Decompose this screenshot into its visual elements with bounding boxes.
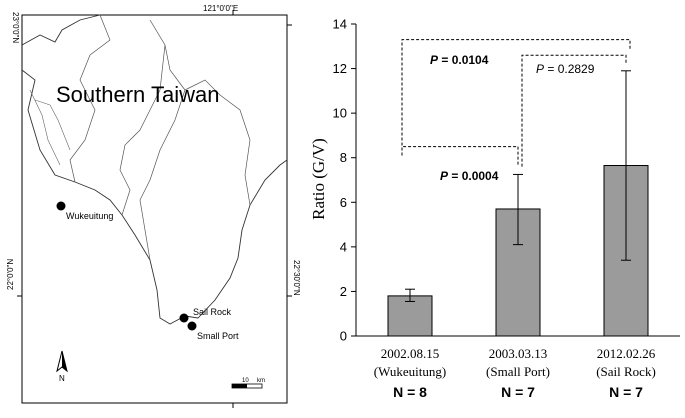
x-category-label: 2002.08.15 <box>381 346 440 361</box>
sample-size-label: N = 7 <box>609 384 643 400</box>
lat-label-bottom: 22°0'0"N <box>6 259 15 290</box>
significance-bracket <box>521 54 627 167</box>
county-boundary <box>69 14 251 261</box>
lat-label-top: 23°0'0"N <box>11 12 20 43</box>
x-category-sublabel: (Small Port) <box>486 364 550 379</box>
site-label-wukeuitung: Wukeuitung <box>66 211 113 221</box>
lat-label-mid: 22°30'0"N <box>292 260 300 296</box>
y-tick-label: 2 <box>340 284 347 299</box>
x-category-label: 2012.02.26 <box>597 346 656 361</box>
site-marker-wukeuitung <box>56 201 66 211</box>
x-category-label: 2003.03.13 <box>489 346 548 361</box>
y-tick-label: 6 <box>340 195 347 210</box>
y-tick-label: 14 <box>333 17 347 32</box>
map-panel: Southern Taiwan 121°0'0"E 23°0'0"N 22°0'… <box>0 0 301 413</box>
y-axis-title: Ratio (G/V) <box>309 138 328 220</box>
x-category-sublabel: (Wukeuitung) <box>374 364 446 379</box>
site-marker-small-port <box>187 321 197 331</box>
scale-unit: km <box>257 378 265 384</box>
lon-label: 121°0'0"E <box>203 4 238 13</box>
map-svg: Southern Taiwan 121°0'0"E 23°0'0"N 22°0'… <box>6 4 301 408</box>
map-frame <box>21 14 288 404</box>
chart-panel: Ratio (G/V) 0 2 4 6 8 10 12 14 2002.08.15 (Wukeui… <box>300 0 685 413</box>
coastline <box>21 14 288 325</box>
p-value-label: P = 0.0004 <box>440 169 499 183</box>
significance-bracket <box>401 39 631 156</box>
p-value-label: P = 0.2829 <box>536 62 595 76</box>
river <box>29 89 71 166</box>
y-tick-label: 4 <box>340 239 347 254</box>
sample-size-label: N = 7 <box>501 384 535 400</box>
y-tick-label: 10 <box>333 106 347 121</box>
p-value-label: P = 0.0104 <box>430 53 489 67</box>
bar-chart: Ratio (G/V) 0 2 4 6 8 10 12 14 2002.08.15 (Wukeui… <box>309 17 680 400</box>
site-label-sail-rock: Sail Rock <box>193 307 232 317</box>
y-tick-label: 8 <box>340 150 347 165</box>
x-category-sublabel: (Sail Rock) <box>596 364 656 379</box>
scale-label: 10 <box>242 378 249 384</box>
site-label-small-port: Small Port <box>197 331 239 341</box>
north-label: N <box>59 374 65 383</box>
significance-bracket <box>401 146 519 167</box>
scale-bar <box>231 383 263 389</box>
site-marker-sail-rock <box>179 313 189 323</box>
sample-size-label: N = 8 <box>393 384 427 400</box>
map-title: Southern Taiwan <box>56 82 220 107</box>
north-arrow-icon <box>56 350 68 373</box>
y-tick-label: 12 <box>333 61 347 76</box>
y-tick-label: 0 <box>340 329 347 344</box>
